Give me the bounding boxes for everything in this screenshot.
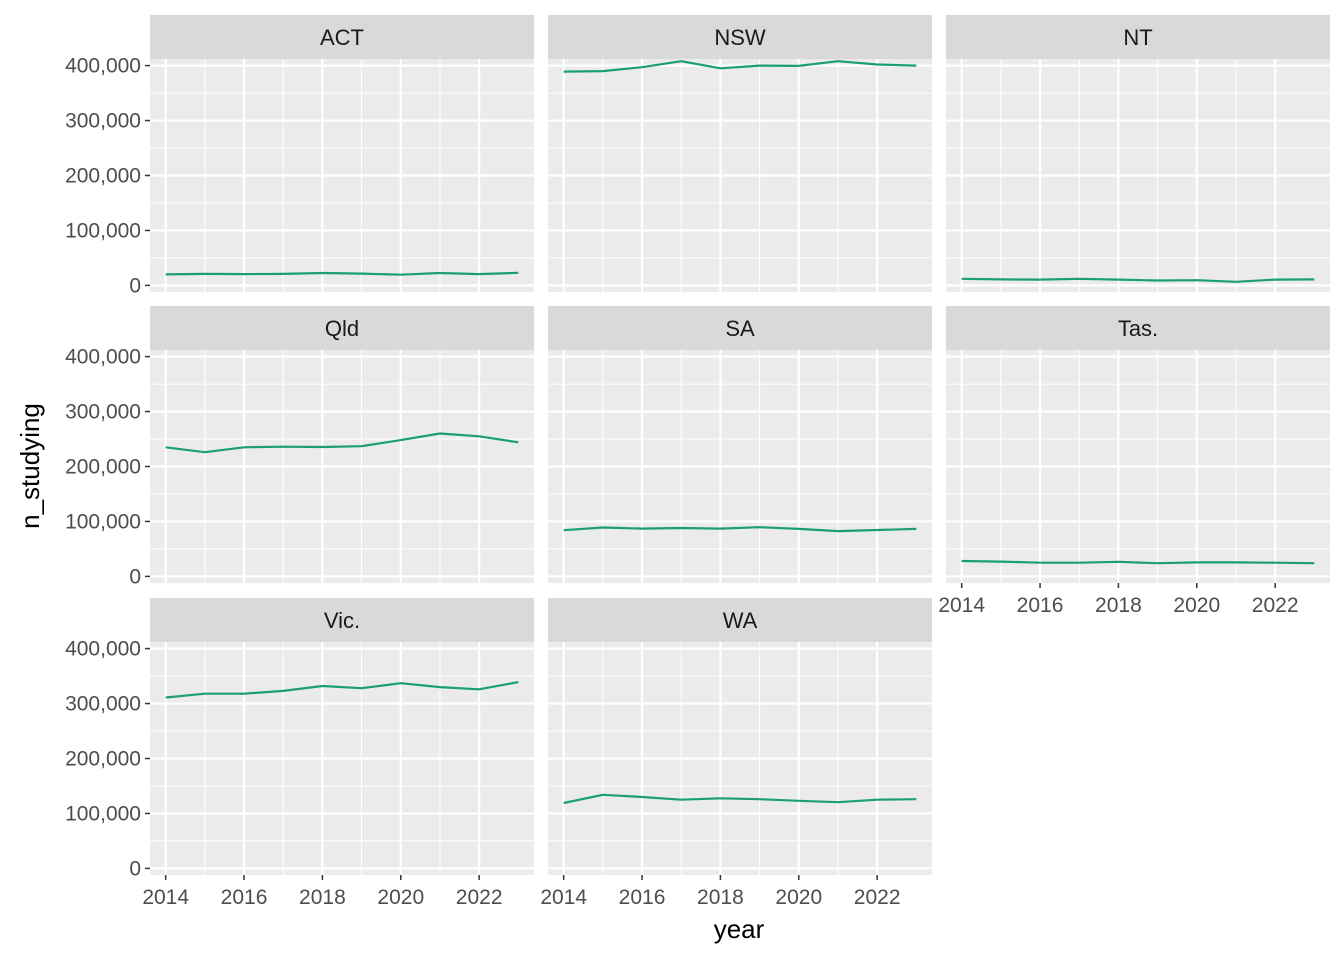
y-tick-label: 100,000 [65,802,141,825]
facet-strip [548,15,932,59]
series-line [165,271,519,276]
facet-strip-label: ACT [320,25,364,50]
facet-strip [150,306,534,350]
facet-strip [946,15,1330,59]
y-axis-title: n_studying [15,403,45,529]
x-tick-label: 2020 [1173,594,1220,617]
y-tick-label: 300,000 [65,401,141,424]
y-tick-label: 0 [129,565,141,588]
facet-panel-vic: Vic. 0 100,000 200,000 300,000 400,000 2014 201… [65,598,534,909]
facet-panel-nsw: NSW [548,15,932,292]
y-tick-label: 100,000 [65,510,141,533]
x-tick-label: 2014 [938,594,985,617]
y-tick-label: 0 [129,274,141,297]
y-tick-label: 300,000 [65,693,141,716]
x-tick-label: 2018 [1095,594,1142,617]
facet-strip [150,15,534,59]
y-tick-label: 100,000 [65,219,141,242]
x-tick-label: 2018 [697,886,744,909]
series-line [563,526,917,533]
facet-strip [548,306,932,350]
series-line [165,681,519,699]
facet-panel-wa: WA 2014 2016 2018 2020 2022 [540,598,932,909]
x-tick-label: 2016 [619,886,666,909]
x-tick-label: 2022 [854,886,901,909]
facet-strip [150,598,534,642]
series-line [961,277,1315,283]
facet-strip-label: Qld [325,316,359,341]
panels-layer: ACT 0 100,000 200,000 300,000 400,000 NSW NT Qld… [65,15,1330,909]
facet-strip-label: Tas. [1118,316,1158,341]
facet-panel-sa: SA [548,306,932,583]
x-tick-label: 2020 [377,886,424,909]
y-tick-label: 200,000 [65,456,141,479]
x-tick-label: 2014 [540,886,587,909]
series-line [961,559,1315,565]
facet-strip-label: NT [1123,25,1152,50]
series-line [563,793,917,805]
y-tick-label: 400,000 [65,638,141,661]
y-tick-label: 0 [129,857,141,880]
x-axis-title: year [714,914,765,944]
x-tick-label: 2016 [1017,594,1064,617]
x-tick-label: 2022 [456,886,503,909]
series-line [563,60,917,73]
facet-panel-nt: NT [946,15,1330,292]
x-tick-label: 2016 [221,886,268,909]
y-tick-label: 400,000 [65,346,141,369]
facet-strip-label: WA [723,608,758,633]
facet-panel-act: ACT 0 100,000 200,000 300,000 400,000 [65,15,534,297]
facet-strip-label: NSW [714,25,766,50]
x-tick-label: 2022 [1252,594,1299,617]
y-tick-label: 200,000 [65,748,141,771]
series-line [165,432,519,454]
y-tick-label: 200,000 [65,165,141,188]
y-tick-label: 300,000 [65,110,141,133]
facet-panel-qld: Qld 0 100,000 200,000 300,000 400,000 [65,306,534,588]
facet-strip [946,306,1330,350]
x-tick-label: 2014 [142,886,189,909]
facet-panel-tas: Tas. 2014 2016 2018 2020 2022 [938,306,1330,617]
x-tick-label: 2018 [299,886,346,909]
y-tick-label: 400,000 [65,55,141,78]
x-tick-label: 2020 [775,886,822,909]
facet-strip-label: Vic. [324,608,360,633]
facet-strip-label: SA [725,316,755,341]
facet-strip [548,598,932,642]
